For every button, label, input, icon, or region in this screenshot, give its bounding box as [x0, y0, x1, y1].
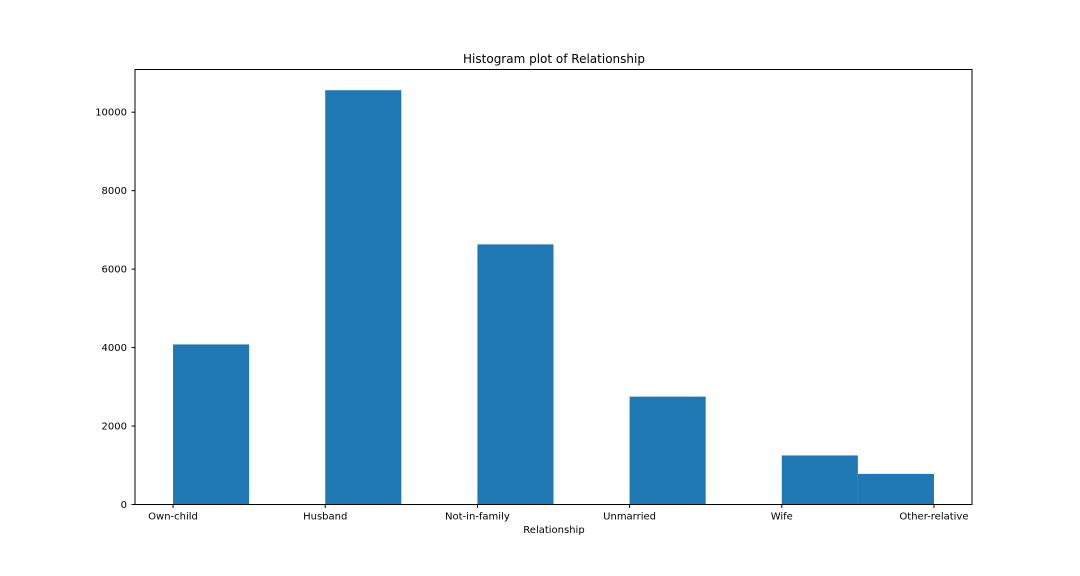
x-tick-label: Husband	[303, 512, 347, 523]
chart-title: Histogram plot of Relationship	[463, 52, 645, 66]
y-tick-label: 10000	[95, 108, 127, 119]
y-axis-ticks: 0 2000 4000 6000 8000 10000	[95, 108, 135, 511]
y-tick-label: 6000	[102, 265, 127, 276]
x-tick-label: Wife	[771, 512, 793, 523]
x-axis-label: Relationship	[523, 525, 584, 536]
plot-frame	[134, 69, 973, 505]
bars-group	[173, 90, 934, 505]
x-axis-ticks: Own-child Husband Not-in-family Unmarried Wi…	[148, 504, 969, 523]
x-tick-label: Unmarried	[603, 512, 656, 523]
y-tick-label: 4000	[102, 343, 127, 354]
x-tick-label: Not-in-family	[445, 512, 510, 523]
bar	[629, 396, 706, 505]
y-tick-label: 0	[121, 500, 127, 511]
x-tick-label: Own-child	[148, 512, 198, 523]
x-tick-label: Other-relative	[899, 512, 968, 523]
y-tick-label: 2000	[102, 422, 127, 433]
bar	[857, 473, 934, 505]
bar	[325, 90, 402, 505]
bar	[477, 244, 554, 505]
y-tick-label: 8000	[102, 186, 127, 197]
bar	[173, 344, 250, 505]
bar	[781, 455, 858, 505]
